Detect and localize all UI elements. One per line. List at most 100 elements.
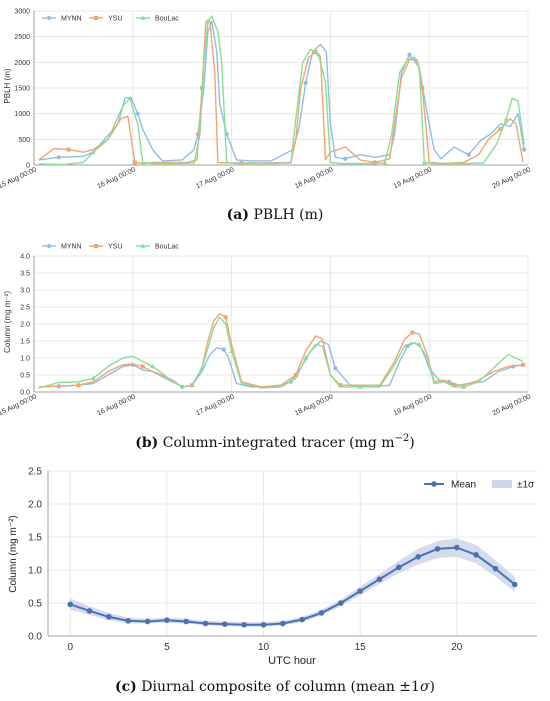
point-ysu <box>132 160 137 165</box>
panel-a-axes <box>33 11 528 166</box>
point-ysu <box>410 330 415 335</box>
mean-point <box>338 600 344 606</box>
series-line-ysu <box>38 313 524 388</box>
panel-a-grid <box>33 10 529 166</box>
panel-c-ticks: 0.0 0.5 1.0 1.5 2.0 2.5 0 5 10 15 20 <box>28 467 463 654</box>
mean-point <box>222 621 228 627</box>
y-tick-label: 2.0 <box>28 500 42 511</box>
series-line-boulac <box>38 15 525 166</box>
x-tick-label: 20 Aug 00:00 <box>491 393 531 417</box>
point-ysu <box>66 147 71 152</box>
panel-b-series <box>38 313 526 389</box>
panel-c-x-axis-label: UTC hour <box>268 655 316 667</box>
mean-point <box>376 576 383 583</box>
x-tick-label: 15 Aug 00:00 <box>0 166 38 190</box>
point-ysu <box>451 383 456 388</box>
legend-marker-ysu <box>94 16 98 20</box>
x-tick-label: 16 Aug 00:00 <box>96 393 136 417</box>
point-boulac <box>90 149 96 154</box>
point-boulac <box>150 363 155 369</box>
legend-label-boulac: BouLac <box>155 16 179 23</box>
legend-label-mynn: MYNN <box>61 244 82 251</box>
y-tick-label: 4.0 <box>20 254 30 261</box>
x-tick-label: 18 Aug 00:00 <box>294 166 334 190</box>
point-boulac <box>205 18 211 24</box>
mean-point <box>144 618 151 625</box>
mean-point <box>299 616 305 623</box>
panel-b-y-axis-label: Column (mg m⁻²) <box>3 291 12 353</box>
mean-point <box>511 581 518 588</box>
x-tick-label: 15 <box>355 642 367 653</box>
point-ysu <box>76 383 81 388</box>
mean-point <box>67 601 74 608</box>
y-tick-label: 2500 <box>14 34 30 41</box>
point-boulac <box>229 348 234 353</box>
y-tick-label: 3.5 <box>20 271 30 278</box>
point-boulac <box>421 159 427 165</box>
mean-point <box>202 620 209 627</box>
y-tick-label: 3000 <box>14 9 30 16</box>
y-tick-label: 0.5 <box>28 599 42 610</box>
series-line-boulac <box>38 316 524 389</box>
point-ysu <box>140 364 145 369</box>
legend-marker-boulac <box>140 243 146 248</box>
y-tick-label: 3.0 <box>20 288 30 295</box>
point-mynn <box>407 52 412 57</box>
y-tick-label: 1.5 <box>20 339 30 346</box>
y-tick-label: 1000 <box>14 111 30 118</box>
mean-point <box>415 554 421 560</box>
panel-c-y-axis-label: Column (mg m⁻²) <box>8 515 19 593</box>
panel-b-column: 0.0 0.5 1.0 1.5 2.0 2.5 3.0 3.5 4.0 15 Aug 00:00 1… <box>0 243 532 451</box>
x-tick-label: 17 Aug 00:00 <box>195 393 235 417</box>
y-tick-label: 0.0 <box>20 390 30 397</box>
point-boulac <box>150 160 155 166</box>
legend-marker-mynn <box>46 243 52 249</box>
panel-c-caption: (c) Diurnal composite of column (mean ±1… <box>115 679 435 695</box>
mean-point <box>260 621 267 628</box>
point-boulac <box>248 160 254 166</box>
panel-b-axes <box>33 256 528 393</box>
mean-point <box>434 546 441 552</box>
point-mynn <box>333 366 338 371</box>
legend-label-ysu: YSU <box>108 16 122 23</box>
series-line-ysu <box>38 20 524 165</box>
point-ysu <box>498 127 503 132</box>
panel-c-mean-series <box>67 544 518 628</box>
x-tick-label: 10 <box>258 642 270 653</box>
point-boulac <box>503 116 509 121</box>
y-tick-label: 2.0 <box>20 322 30 329</box>
point-mynn <box>56 155 61 160</box>
mean-point <box>164 617 170 623</box>
point-ysu <box>521 362 526 367</box>
panel-a-pblh: 0 500 1000 1500 2000 2500 3000 15 Aug 00:00 16 A… <box>0 9 532 224</box>
mean-point <box>280 620 286 627</box>
panel-b-caption: (b) Column-integrated tracer (mg m−2) <box>135 433 414 451</box>
point-ysu <box>420 86 425 90</box>
panel-b-ticks: 0.0 0.5 1.0 1.5 2.0 2.5 3.0 3.5 4.0 15 Aug 00:00 1… <box>0 254 532 418</box>
mean-point <box>453 544 460 551</box>
panel-c-sigma-band <box>70 538 515 627</box>
mean-point <box>396 564 402 571</box>
mean-point <box>183 618 189 625</box>
panel-c-diurnal: 0.0 0.5 1.0 1.5 2.0 2.5 0 5 10 15 20 Column (mg m⁻… <box>8 467 537 695</box>
mean-point <box>125 618 132 624</box>
x-tick-label: 18 Aug 00:00 <box>294 393 334 417</box>
panel-a-y-axis-label: PBLH (m) <box>3 68 12 103</box>
point-ysu <box>372 160 377 165</box>
x-tick-label: 17 Aug 00:00 <box>195 166 235 190</box>
y-tick-label: 0 <box>26 163 30 170</box>
point-boulac <box>382 160 388 165</box>
panel-c-axes <box>47 471 537 637</box>
sigma-band <box>70 538 515 627</box>
mean-line <box>69 546 516 626</box>
legend-label-mean: Mean <box>451 480 476 491</box>
panel-c-legend: Mean ±1σ <box>424 480 535 491</box>
point-boulac <box>199 365 205 370</box>
y-tick-label: 0.0 <box>28 632 42 643</box>
x-tick-label: 19 Aug 00:00 <box>393 393 433 417</box>
series-line-mynn <box>38 20 525 162</box>
point-boulac <box>316 52 321 57</box>
x-tick-label: 19 Aug 00:00 <box>393 166 433 190</box>
y-tick-label: 1.5 <box>28 533 42 544</box>
